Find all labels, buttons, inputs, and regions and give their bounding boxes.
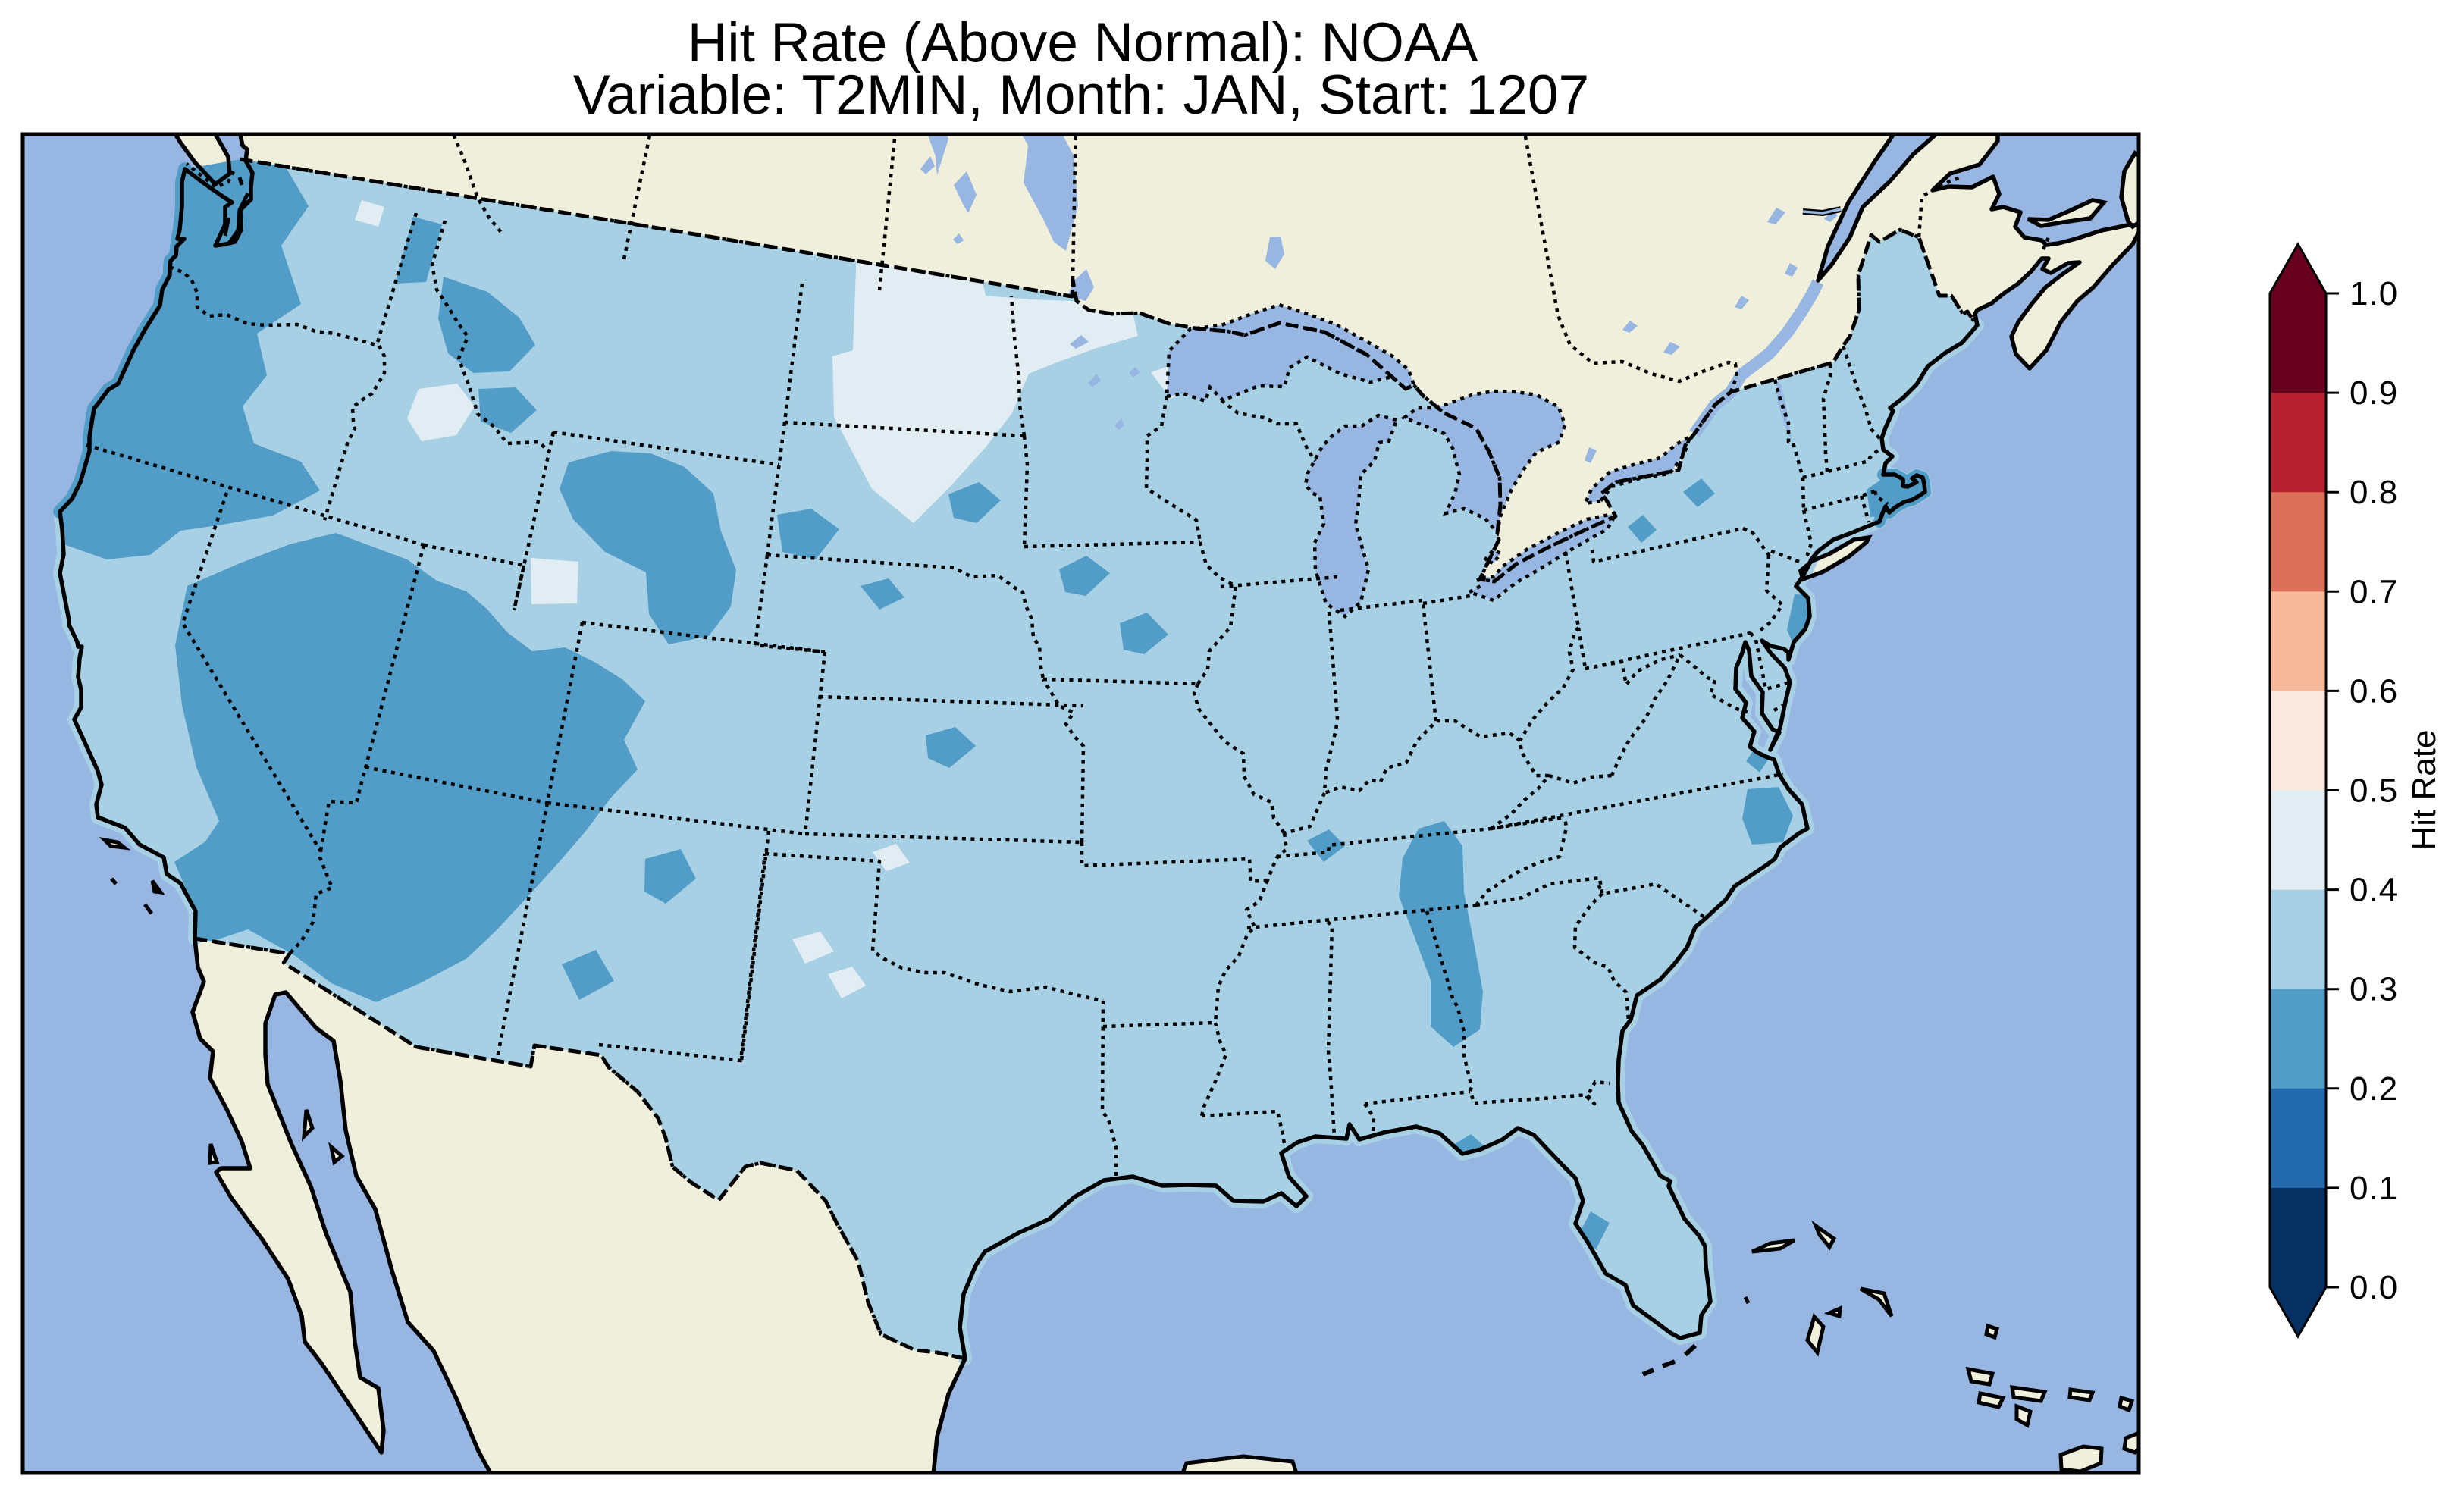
svg-text:0.9: 0.9 [2350, 374, 2398, 412]
svg-text:0.5: 0.5 [2350, 773, 2398, 810]
svg-text:1.0: 1.0 [2350, 275, 2398, 312]
svg-text:Hit Rate: Hit Rate [2406, 730, 2443, 851]
svg-text:0.1: 0.1 [2350, 1170, 2398, 1207]
svg-text:0.3: 0.3 [2350, 971, 2398, 1008]
svg-text:0.6: 0.6 [2350, 672, 2398, 710]
svg-text:0.4: 0.4 [2350, 872, 2398, 909]
svg-text:Hit Rate (Above Normal): NOAA: Hit Rate (Above Normal): NOAA [688, 12, 1478, 74]
svg-text:Variable: T2MIN, Month: JAN, S: Variable: T2MIN, Month: JAN, Start: 1207 [573, 64, 1589, 126]
svg-text:0.2: 0.2 [2350, 1070, 2398, 1108]
svg-text:0.0: 0.0 [2350, 1269, 2398, 1306]
svg-text:0.7: 0.7 [2350, 573, 2398, 610]
svg-text:0.8: 0.8 [2350, 474, 2398, 511]
